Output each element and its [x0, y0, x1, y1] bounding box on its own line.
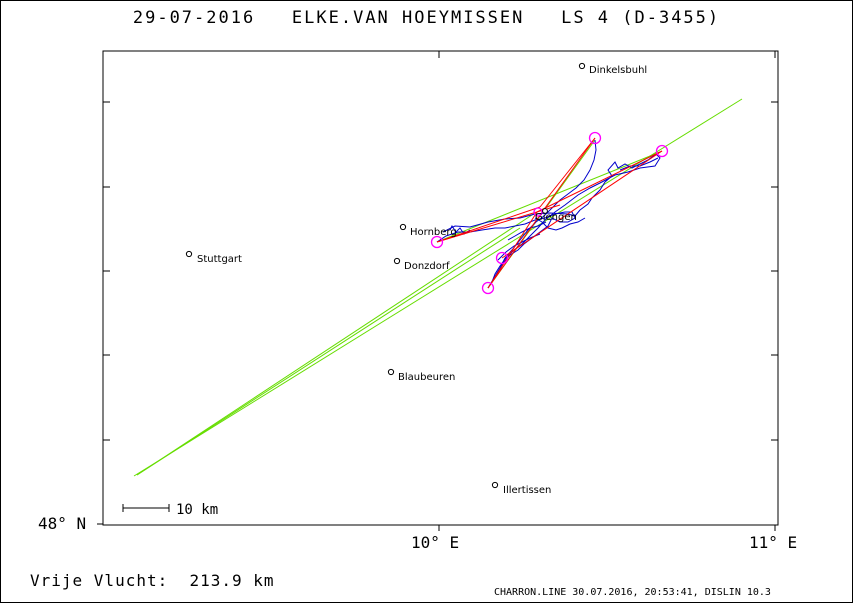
red-leg-7: [436, 204, 561, 243]
generator-info: CHARRON.LINE 30.07.2016, 20:53:41, DISLI…: [494, 587, 771, 598]
town-label: Blaubeuren: [398, 372, 455, 383]
turnpoint-marker: [495, 251, 509, 265]
page-title: 29-07-2016 ELKE.VAN HOEYMISSEN LS 4 (D-3…: [132, 8, 721, 28]
town-label: Illertissen: [503, 485, 551, 496]
red-leg-6: [501, 150, 663, 259]
turnpoint-marker: [481, 281, 495, 295]
town-label: Dinkelsbuhl: [589, 65, 647, 76]
town-marker: [393, 257, 401, 265]
town-marker: [185, 250, 193, 258]
free-flight-distance: Vrije Vlucht: 213.9 km: [30, 571, 275, 590]
town-marker: [491, 481, 499, 489]
turnpoint-marker: [588, 131, 602, 145]
town-marker: [578, 62, 586, 70]
town-marker: [542, 208, 548, 214]
town-donzdorf: Donzdorf: [393, 257, 450, 272]
red-leg-2: [539, 137, 596, 208]
red-leg-4: [487, 211, 538, 289]
towns: Dinkelsbuhl Stuttgart Hornberg Donzdorf …: [185, 62, 647, 496]
town-label: Hornberg: [410, 227, 457, 238]
town-dinkelsbuhl: Dinkelsbuhl: [578, 62, 647, 76]
town-label: Donzdorf: [404, 261, 450, 272]
scale-bar: 10 km: [122, 502, 218, 518]
task-legs: [436, 137, 663, 289]
turnpoint-marker: [655, 144, 669, 158]
town-illertissen: Illertissen: [491, 481, 551, 496]
longitude-label-10e: 10° E: [411, 533, 460, 552]
town-hornberg: Hornberg: [399, 223, 457, 238]
town-blaubeuren: Blaubeuren: [387, 368, 455, 383]
longitude-label-11e: 11° E: [749, 533, 798, 552]
latitude-label: 48° N: [38, 514, 87, 533]
town-marker: [399, 223, 407, 231]
town-label: Giengen: [535, 212, 577, 223]
turnpoint-marker: [430, 235, 444, 249]
green-line-3: [136, 227, 521, 476]
turnpoint-marker: [533, 207, 543, 217]
flight-track: [436, 139, 661, 289]
red-leg-1: [436, 206, 541, 243]
axis-ticks: [97, 51, 778, 531]
town-stuttgart: Stuttgart: [185, 250, 242, 265]
town-marker: [387, 368, 395, 376]
scale-label: 10 km: [176, 502, 218, 518]
turnpoints: [430, 131, 669, 295]
town-label: Stuttgart: [197, 254, 242, 265]
map-frame: [102, 50, 779, 526]
town-giengen: Giengen: [535, 208, 577, 223]
free-flight-lines: [133, 98, 743, 477]
green-line-2: [136, 212, 536, 476]
red-leg-5: [536, 150, 663, 213]
